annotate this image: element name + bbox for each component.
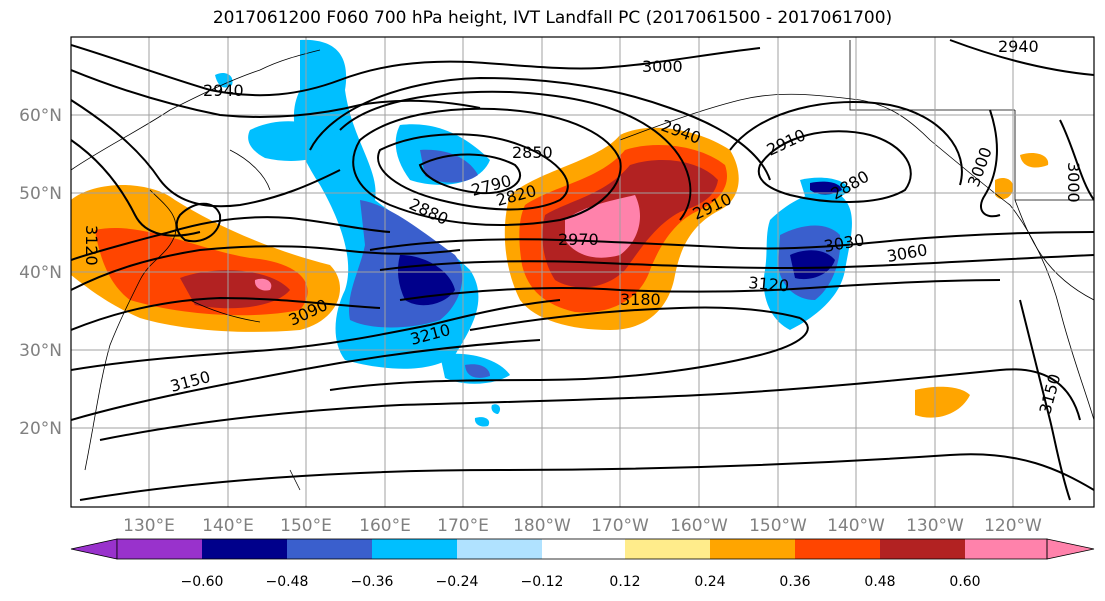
lon-label: 150°E [280, 516, 332, 536]
colorbar-segment [625, 539, 710, 559]
contour-label: 2940 [998, 37, 1039, 56]
lon-label: 170°W [591, 516, 649, 536]
colorbar-tick-label: −0.36 [351, 574, 394, 590]
colorbar-frame [116, 538, 1048, 560]
colorbar-tick-label: 0.12 [609, 574, 640, 590]
lon-label: 130°W [906, 516, 964, 536]
colorbar-segment [457, 539, 542, 559]
colorbar-segment [795, 539, 880, 559]
lat-label: 20°N [19, 419, 62, 439]
lat-label: 60°N [19, 106, 62, 126]
latitude-labels: 60°N 50°N 40°N 30°N 20°N [19, 106, 62, 439]
longitude-labels: 130°E 140°E 150°E 160°E 170°E 180°W 170°… [123, 516, 1042, 536]
lat-label: 30°N [19, 341, 62, 361]
colorbar-extend-low [70, 538, 118, 560]
lon-label: 150°W [749, 516, 807, 536]
contour-label: 3000 [642, 57, 683, 76]
colorbar-tick-label: 0.60 [949, 574, 980, 590]
colorbar-tick-label: −0.60 [181, 574, 224, 590]
colorbar-segment [710, 539, 795, 559]
lon-label: 180°W [513, 516, 571, 536]
contour-label: 3120 [748, 273, 790, 295]
lon-label: 160°W [670, 516, 728, 536]
colorbar-extend-high [1046, 538, 1095, 560]
contour-label: 2940 [203, 81, 244, 100]
map-title: 2017061200 F060 700 hPa height, IVT Land… [212, 8, 893, 28]
coastlines [71, 40, 1094, 491]
lon-label: 120°W [984, 516, 1042, 536]
colorbar-tick-label: 0.24 [694, 574, 725, 590]
lat-label: 50°N [19, 184, 62, 204]
colorbar-tick-label: −0.12 [521, 574, 564, 590]
colorbar-segment [117, 539, 202, 559]
lon-label: 140°E [202, 516, 254, 536]
colorbar-segment [965, 539, 1047, 559]
colorbar-segment [287, 539, 372, 559]
lat-label: 40°N [19, 263, 62, 283]
colorbar-segment [372, 539, 457, 559]
colorbar-segment [202, 539, 287, 559]
lon-label: 160°E [359, 516, 411, 536]
map-frame [70, 36, 1095, 508]
height-contours [71, 39, 1094, 501]
colorbar-tick-label: −0.48 [266, 574, 309, 590]
colorbar-tick-label: 0.48 [864, 574, 895, 590]
lon-label: 130°E [123, 516, 175, 536]
contour-label: 2970 [558, 230, 599, 249]
lon-label: 170°E [437, 516, 489, 536]
contour-label: 3120 [82, 225, 101, 266]
contour-label: 2850 [512, 143, 553, 162]
colorbar-tick-label: 0.36 [779, 574, 810, 590]
lon-label: 140°W [827, 516, 885, 536]
contour-label: 3000 [1064, 162, 1083, 203]
contour-label: 3180 [620, 290, 661, 309]
colorbar-segment [880, 539, 965, 559]
colorbar-tick-label: −0.24 [436, 574, 479, 590]
colorbar: −0.60 −0.48 −0.36 −0.24 −0.12 0.12 0.24 … [70, 538, 1095, 590]
colorbar-segment [542, 539, 625, 559]
